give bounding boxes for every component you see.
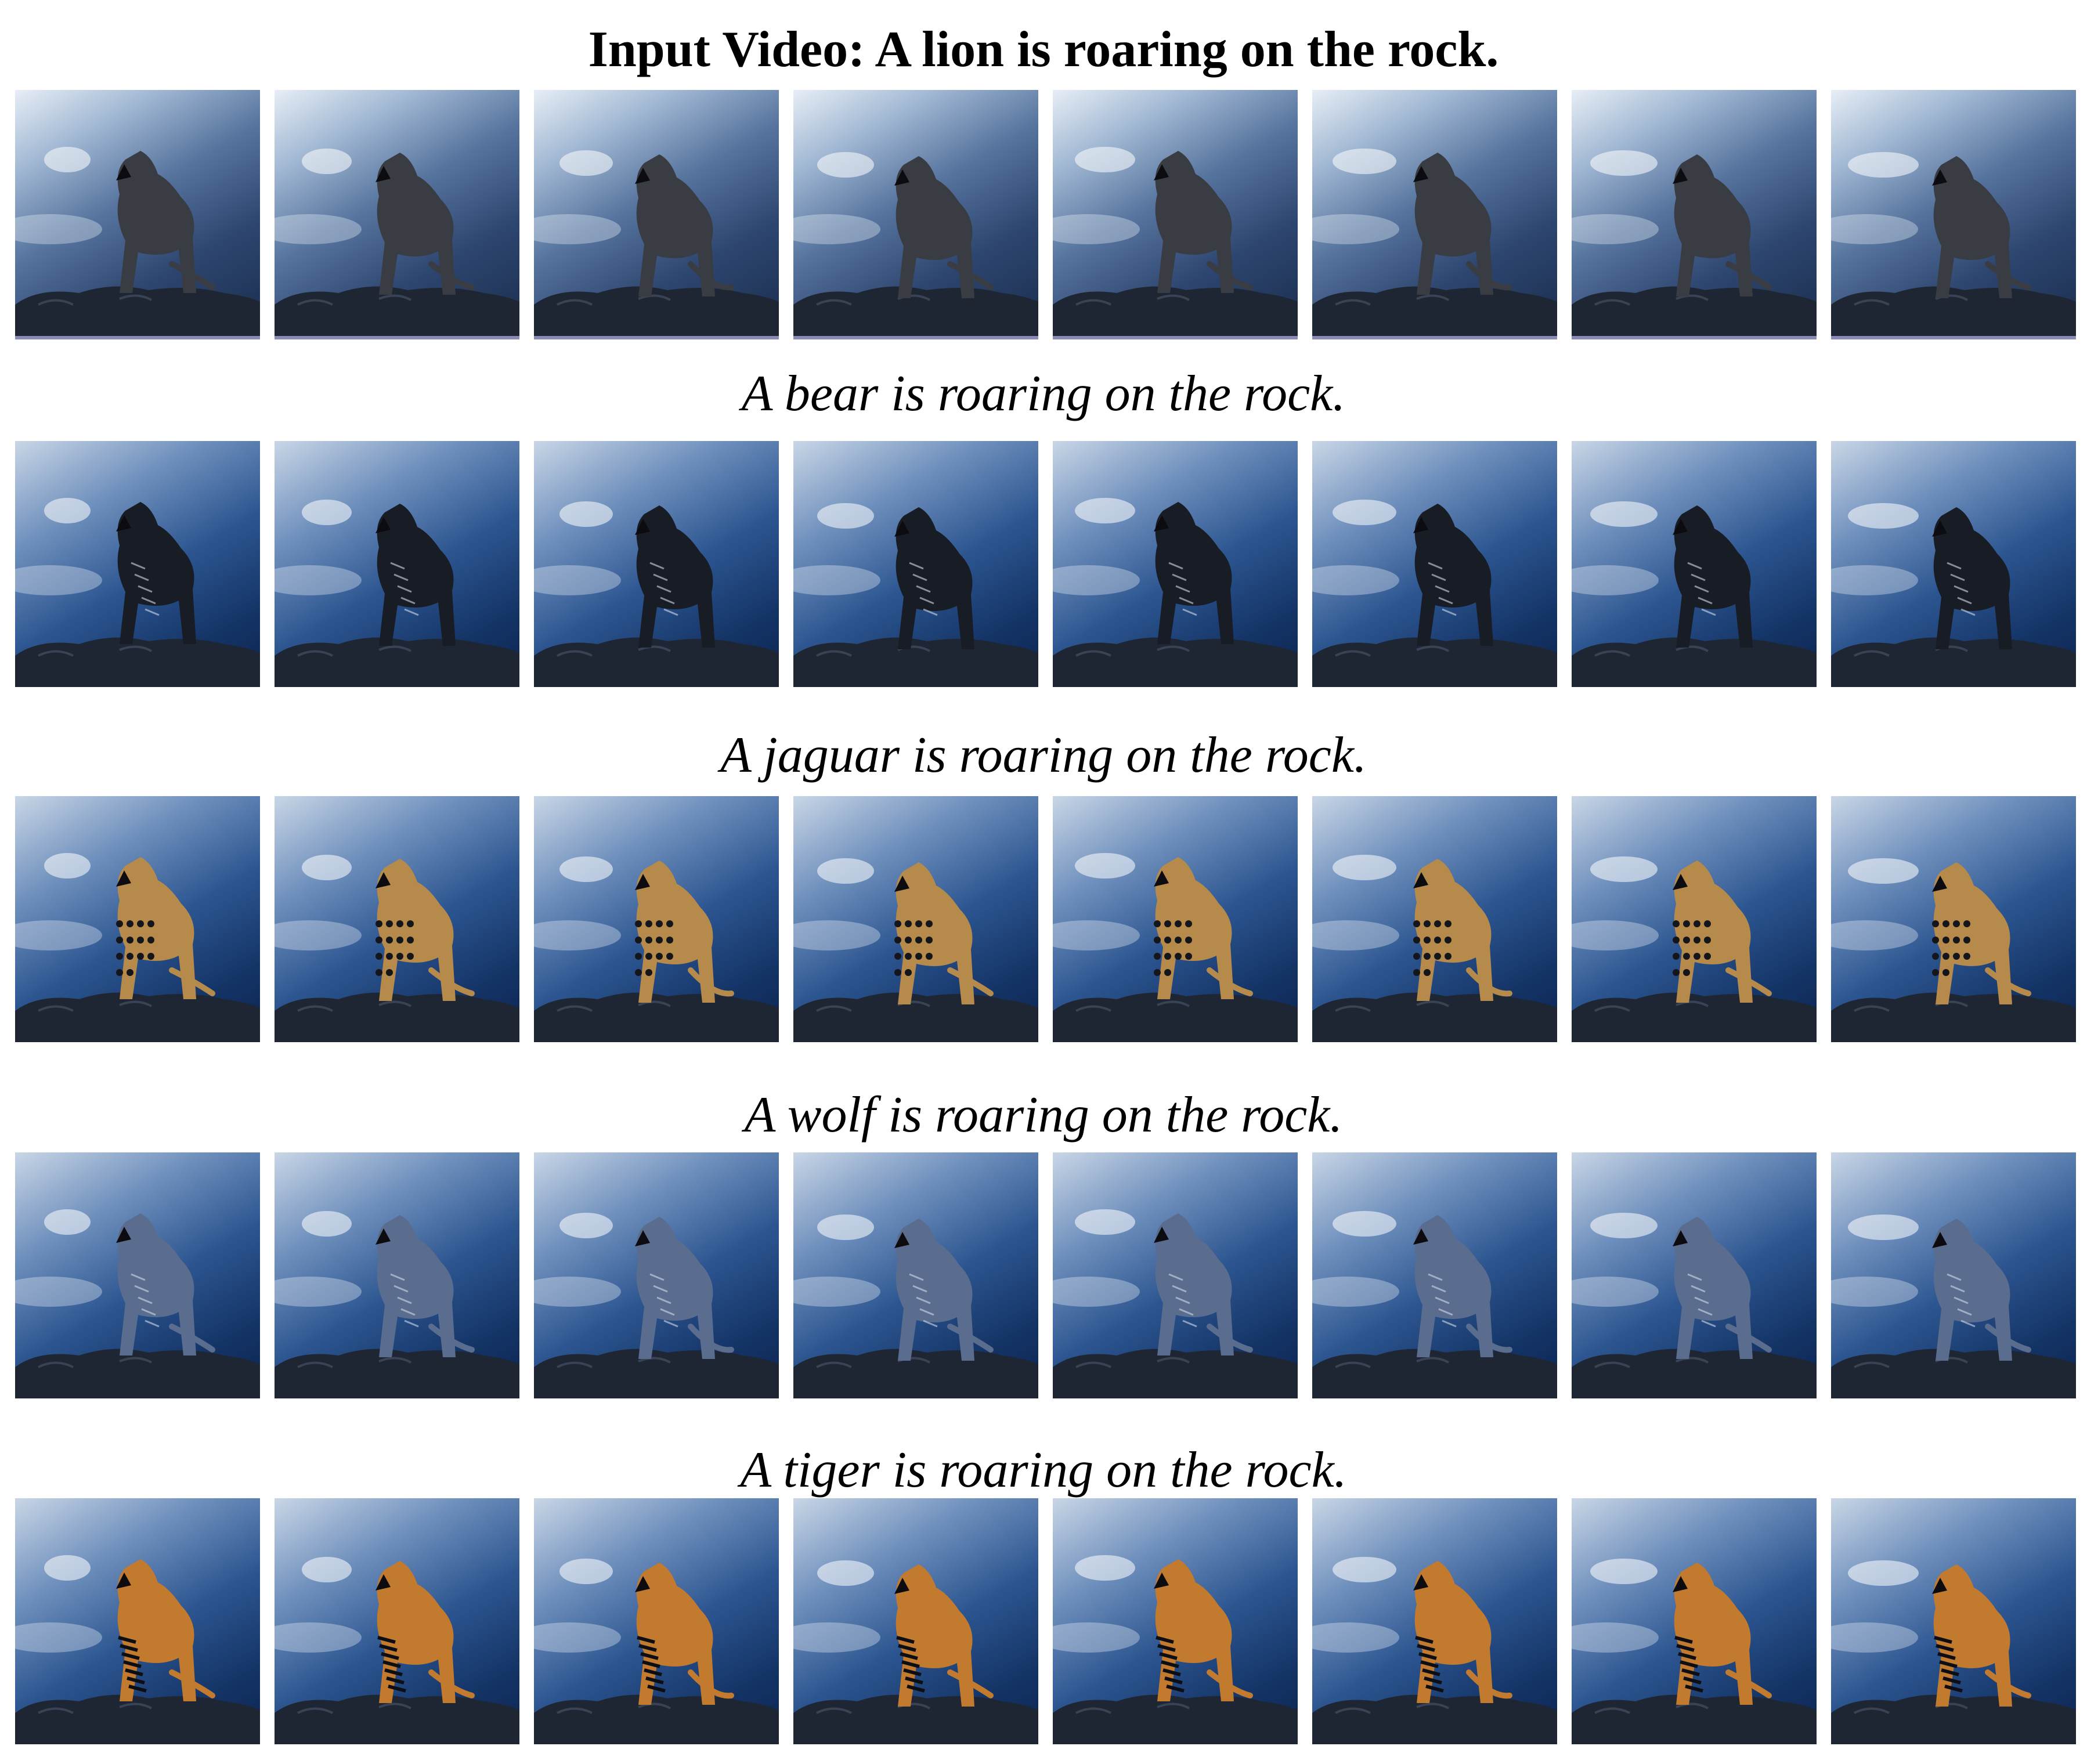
lion-image — [1572, 150, 1817, 336]
frame-bear-4 — [793, 441, 1038, 687]
wolf-image — [15, 1209, 260, 1398]
lion-image — [1053, 147, 1298, 336]
tiger-image — [1831, 1560, 2076, 1744]
lion-image — [1831, 152, 2076, 336]
frame-tiger-4 — [793, 1498, 1038, 1744]
frame-jaguar-5 — [1053, 796, 1298, 1042]
prompt-caption-jaguar: A jaguar is roaring on the rock. — [720, 727, 1367, 783]
lion-image — [793, 152, 1038, 336]
wolf-image — [1053, 1209, 1298, 1398]
frame-bear-3 — [534, 441, 779, 687]
bear-image — [1831, 503, 2076, 687]
jaguar-image — [793, 858, 1038, 1042]
lion-image — [1312, 149, 1557, 336]
frame-input-6 — [1312, 90, 1557, 339]
frame-input-2 — [275, 90, 519, 339]
lion-image — [275, 149, 519, 336]
frame-tiger-2 — [275, 1498, 519, 1744]
bear-image — [1053, 498, 1298, 687]
tiger-image — [1053, 1555, 1298, 1744]
bear-image — [793, 503, 1038, 687]
tiger-image — [1572, 1559, 1817, 1744]
prompt-caption-wolf: A wolf is roaring on the rock. — [744, 1087, 1343, 1143]
frame-wolf-1 — [15, 1152, 260, 1398]
wolf-image — [534, 1213, 779, 1398]
frame-input-4 — [793, 90, 1038, 339]
frame-tiger-1 — [15, 1498, 260, 1744]
frame-wolf-7 — [1572, 1152, 1817, 1398]
tiger-image — [1312, 1557, 1557, 1744]
jaguar-image — [1572, 856, 1817, 1042]
frame-jaguar-4 — [793, 796, 1038, 1042]
frame-tiger-8 — [1831, 1498, 2076, 1744]
frame-tiger-7 — [1572, 1498, 1817, 1744]
frame-tiger-6 — [1312, 1498, 1557, 1744]
frame-jaguar-6 — [1312, 796, 1557, 1042]
wolf-image — [1572, 1213, 1817, 1398]
frame-bear-5 — [1053, 441, 1298, 687]
frame-tiger-5 — [1053, 1498, 1298, 1744]
jaguar-image — [1831, 858, 2076, 1042]
bear-image — [1572, 501, 1817, 687]
prompt-caption-tiger: A tiger is roaring on the rock. — [740, 1442, 1347, 1498]
frame-wolf-3 — [534, 1152, 779, 1398]
frame-wolf-2 — [275, 1152, 519, 1398]
tiger-image — [534, 1559, 779, 1744]
frame-wolf-4 — [793, 1152, 1038, 1398]
frame-jaguar-7 — [1572, 796, 1817, 1042]
frame-jaguar-2 — [275, 796, 519, 1042]
bear-image — [534, 501, 779, 687]
jaguar-image — [275, 855, 519, 1042]
frame-wolf-8 — [1831, 1152, 2076, 1398]
bear-image — [275, 500, 519, 687]
frame-bear-6 — [1312, 441, 1557, 687]
frame-jaguar-8 — [1831, 796, 2076, 1042]
frame-input-7 — [1572, 90, 1817, 339]
wolf-image — [1312, 1211, 1557, 1398]
frame-input-3 — [534, 90, 779, 339]
frame-bear-2 — [275, 441, 519, 687]
frame-wolf-5 — [1053, 1152, 1298, 1398]
bear-image — [15, 498, 260, 687]
frame-wolf-6 — [1312, 1152, 1557, 1398]
lion-image — [15, 147, 260, 336]
wolf-image — [1831, 1214, 2076, 1398]
prompt-caption-bear: A bear is roaring on the rock. — [741, 366, 1346, 422]
frame-jaguar-3 — [534, 796, 779, 1042]
lion-image — [534, 150, 779, 336]
wolf-image — [793, 1214, 1038, 1398]
tiger-image — [15, 1555, 260, 1744]
frame-bear-8 — [1831, 441, 2076, 687]
jaguar-image — [1312, 855, 1557, 1042]
tiger-image — [793, 1560, 1038, 1744]
jaguar-image — [534, 856, 779, 1042]
jaguar-image — [15, 853, 260, 1042]
tiger-image — [275, 1557, 519, 1744]
jaguar-image — [1053, 853, 1298, 1042]
frame-input-1 — [15, 90, 260, 339]
wolf-image — [275, 1211, 519, 1398]
frame-bear-7 — [1572, 441, 1817, 687]
frame-bear-1 — [15, 441, 260, 687]
frame-jaguar-1 — [15, 796, 260, 1042]
bear-image — [1312, 500, 1557, 687]
frame-input-8 — [1831, 90, 2076, 339]
frame-input-5 — [1053, 90, 1298, 339]
frame-tiger-3 — [534, 1498, 779, 1744]
figure-title: Input Video: A lion is roaring on the ro… — [588, 21, 1499, 78]
